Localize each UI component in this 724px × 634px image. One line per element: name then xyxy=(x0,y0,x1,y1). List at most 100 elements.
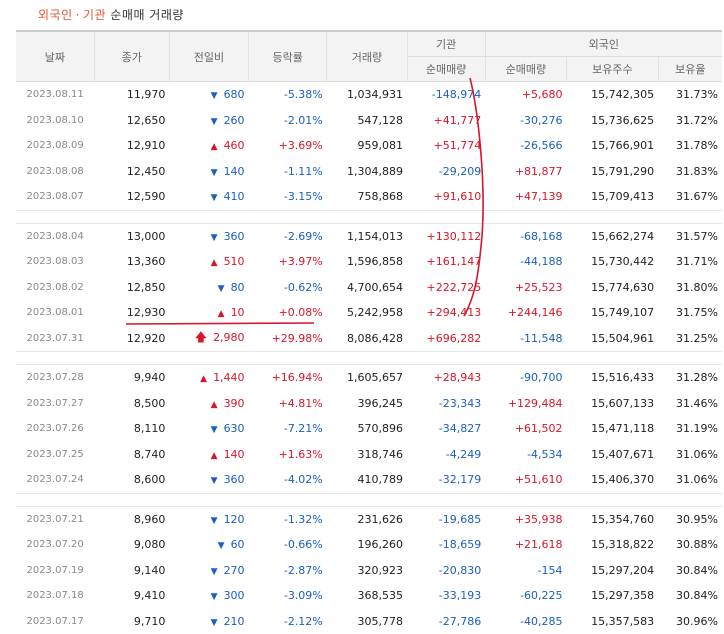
group-spacer xyxy=(16,493,722,506)
group-spacer xyxy=(16,210,722,223)
header-date: 날짜 xyxy=(16,31,94,82)
cell-foreign-ratio: 31.46% xyxy=(658,391,722,417)
cell-foreign-holdings: 15,516,433 xyxy=(567,365,659,391)
cell-date: 2023.08.09 xyxy=(16,133,94,159)
cell-foreign-holdings: 15,662,274 xyxy=(567,223,659,249)
cell-foreign-net: +51,610 xyxy=(485,467,566,493)
cell-foreign-ratio: 31.57% xyxy=(658,223,722,249)
cell-rate: +1.63% xyxy=(249,442,327,468)
cell-volume: 318,746 xyxy=(327,442,407,468)
cell-foreign-ratio: 31.73% xyxy=(658,82,722,108)
cell-foreign-ratio: 31.78% xyxy=(658,133,722,159)
cell-change: ▲460 xyxy=(169,133,248,159)
group-spacer xyxy=(16,352,722,365)
cell-foreign-net: -154 xyxy=(485,558,566,584)
header-rate: 등락률 xyxy=(249,31,327,82)
cell-foreign-ratio: 31.25% xyxy=(658,326,722,352)
cell-close: 8,500 xyxy=(94,391,169,417)
cell-foreign-net: -11,548 xyxy=(485,326,566,352)
cell-foreign-ratio: 31.67% xyxy=(658,184,722,210)
cell-close: 8,960 xyxy=(94,506,169,532)
cell-foreign-holdings: 15,297,358 xyxy=(567,583,659,609)
down-arrow-icon: ▼ xyxy=(211,516,218,526)
cell-foreign-ratio: 31.83% xyxy=(658,159,722,185)
title-rest: 순매매 거래량 xyxy=(110,8,184,22)
cell-foreign-net: +47,139 xyxy=(485,184,566,210)
cell-date: 2023.07.31 xyxy=(16,326,94,352)
cell-foreign-holdings: 15,471,118 xyxy=(567,416,659,442)
cell-date: 2023.07.26 xyxy=(16,416,94,442)
cell-date: 2023.08.10 xyxy=(16,108,94,134)
cell-close: 8,110 xyxy=(94,416,169,442)
cell-volume: 1,034,931 xyxy=(327,82,407,108)
cell-inst-net: -33,193 xyxy=(407,583,485,609)
cell-foreign-ratio: 31.72% xyxy=(658,108,722,134)
cell-date: 2023.08.03 xyxy=(16,249,94,275)
cell-foreign-net: -4,534 xyxy=(485,442,566,468)
cell-close: 12,910 xyxy=(94,133,169,159)
cell-foreign-ratio: 31.19% xyxy=(658,416,722,442)
down-arrow-icon: ▼ xyxy=(218,541,225,551)
cell-date: 2023.08.07 xyxy=(16,184,94,210)
cell-close: 9,140 xyxy=(94,558,169,584)
cell-close: 13,000 xyxy=(94,223,169,249)
cell-foreign-net: +129,484 xyxy=(485,391,566,417)
cell-rate: -2.12% xyxy=(249,609,327,634)
cell-inst-net: +91,610 xyxy=(407,184,485,210)
cell-change: ▲390 xyxy=(169,391,248,417)
up-arrow-icon: ▲ xyxy=(211,142,218,152)
cell-volume: 1,596,858 xyxy=(327,249,407,275)
cell-date: 2023.08.04 xyxy=(16,223,94,249)
cell-rate: -4.02% xyxy=(249,467,327,493)
cell-volume: 1,605,657 xyxy=(327,365,407,391)
cell-inst-net: +294,413 xyxy=(407,300,485,326)
cell-change: ▼410 xyxy=(169,184,248,210)
cell-rate: -0.62% xyxy=(249,275,327,301)
cell-inst-net: -148,974 xyxy=(407,82,485,108)
down-arrow-icon: ▼ xyxy=(211,592,218,602)
cell-inst-net: -27,786 xyxy=(407,609,485,634)
cell-volume: 758,868 xyxy=(327,184,407,210)
cell-foreign-ratio: 31.75% xyxy=(658,300,722,326)
cell-rate: -1.11% xyxy=(249,159,327,185)
change-value: 300 xyxy=(224,589,245,602)
down-arrow-icon: ▼ xyxy=(211,233,218,243)
cell-date: 2023.07.24 xyxy=(16,467,94,493)
cell-foreign-net: -90,700 xyxy=(485,365,566,391)
cell-date: 2023.08.11 xyxy=(16,82,94,108)
cell-foreign-holdings: 15,709,413 xyxy=(567,184,659,210)
change-value: 270 xyxy=(224,564,245,577)
cell-volume: 196,260 xyxy=(327,532,407,558)
up-arrow-icon: ▲ xyxy=(200,374,207,384)
change-value: 210 xyxy=(224,615,245,628)
cell-volume: 410,789 xyxy=(327,467,407,493)
cell-foreign-holdings: 15,318,822 xyxy=(567,532,659,558)
cell-change: ▼630 xyxy=(169,416,248,442)
cell-date: 2023.08.08 xyxy=(16,159,94,185)
cell-foreign-holdings: 15,297,204 xyxy=(567,558,659,584)
cell-change: ▼ 360 xyxy=(169,223,248,249)
trading-table: 날짜 종가 전일비 등락률 거래량 기관 외국인 순매매량 순매매량 보유주수 … xyxy=(16,30,722,634)
cell-inst-net: +51,774 xyxy=(407,133,485,159)
title-institution: 기관 xyxy=(83,8,106,22)
cell-close: 11,970 xyxy=(94,82,169,108)
cell-rate: -3.09% xyxy=(249,583,327,609)
cell-volume: 8,086,428 xyxy=(327,326,407,352)
down-arrow-icon: ▼ xyxy=(211,618,218,628)
change-value: 390 xyxy=(224,397,245,410)
change-value: 360 xyxy=(224,230,245,243)
cell-change: 🡅2,980 xyxy=(169,326,248,352)
change-value: 140 xyxy=(224,165,245,178)
spacer-cell xyxy=(16,352,722,365)
cell-volume: 5,242,958 xyxy=(327,300,407,326)
change-value: 10 xyxy=(231,306,245,319)
cell-volume: 320,923 xyxy=(327,558,407,584)
down-arrow-icon: ▼ xyxy=(211,193,218,203)
